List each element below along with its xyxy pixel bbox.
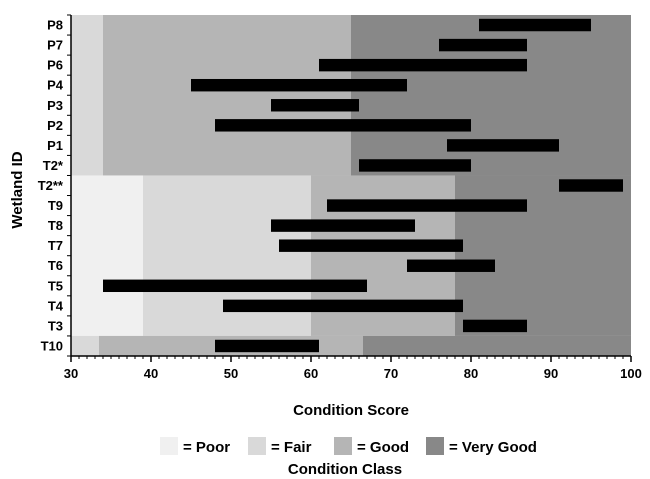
band-0-fair <box>71 15 103 176</box>
range-bar-p6 <box>319 58 527 72</box>
range-bar-t9 <box>327 199 527 212</box>
y-tick-label: P6 <box>47 58 63 73</box>
band-0-good <box>103 15 351 176</box>
legend-label: = Poor <box>183 439 230 456</box>
y-tick-labels: P8 P7 P6 P4 P3 P2 P1 T2* T2** T9 T8 T7 T6 T5 T4 T3 T10 <box>38 18 64 354</box>
range-bar-t7 <box>279 239 463 252</box>
x-tick-label: 60 <box>304 366 318 381</box>
band-2-fair <box>71 335 99 356</box>
y-tick-label: T3 <box>48 318 63 333</box>
range-bar-p4 <box>191 78 407 92</box>
x-axis-title: Condition Score <box>293 402 409 419</box>
x-tick-label: 30 <box>64 366 78 381</box>
y-tick-label: T2* <box>43 158 64 173</box>
y-tick-label: P4 <box>47 78 64 93</box>
x-tick-label: 50 <box>224 366 238 381</box>
range-bar-t3 <box>463 319 527 333</box>
y-tick-label: T10 <box>41 338 63 353</box>
range-bar-p8 <box>479 18 591 32</box>
y-tick-label: P1 <box>47 138 63 153</box>
legend-label: = Fair <box>271 439 312 456</box>
legend-label: = Good <box>357 439 409 456</box>
y-tick-label: P7 <box>47 38 63 53</box>
range-bar-p2 <box>215 119 471 132</box>
x-tick-label: 70 <box>384 366 398 381</box>
y-tick-label: P2 <box>47 118 63 133</box>
y-axis-title: Wetland ID <box>9 151 26 228</box>
legend-title: Condition Class <box>288 461 402 478</box>
y-tick-label: P3 <box>47 98 63 113</box>
y-tick-label: T2** <box>38 178 64 193</box>
y-tick-label: T6 <box>48 258 63 273</box>
range-bar-p1 <box>447 139 559 152</box>
axes <box>67 14 632 362</box>
legend: = Poor = Fair = Good = Very Good <box>160 437 537 456</box>
range-bar-t8 <box>271 219 415 232</box>
range-bar-t2s <box>359 159 471 172</box>
range-bar-p7 <box>439 38 527 52</box>
range-bar-p3 <box>271 99 359 112</box>
range-bars <box>103 18 623 353</box>
legend-swatch-good <box>334 437 352 455</box>
y-tick-label: P8 <box>47 18 63 33</box>
x-tick-label: 80 <box>464 366 478 381</box>
y-tick-label: T8 <box>48 218 63 233</box>
x-tick-label: 90 <box>544 366 558 381</box>
legend-label: = Very Good <box>449 439 537 456</box>
y-tick-label: T7 <box>48 238 63 253</box>
y-tick-label: T9 <box>48 198 63 213</box>
band-1-poor <box>71 175 143 336</box>
legend-swatch-poor <box>160 437 178 455</box>
range-bar-t4 <box>223 299 463 313</box>
range-bar-t2ss <box>559 179 623 192</box>
range-bar-t5 <box>103 279 367 293</box>
range-bar-t6 <box>407 259 495 272</box>
y-tick-label: T4 <box>48 298 64 313</box>
y-tick-label: T5 <box>48 278 63 293</box>
range-bar-t10 <box>215 339 319 353</box>
x-tick-label: 40 <box>144 366 158 381</box>
x-tick-label: 100 <box>620 366 642 381</box>
band-2-verygood <box>363 335 631 356</box>
legend-swatch-fair <box>248 437 266 455</box>
x-tick-labels: 30 40 50 60 70 80 90 100 <box>64 366 642 381</box>
legend-swatch-verygood <box>426 437 444 455</box>
